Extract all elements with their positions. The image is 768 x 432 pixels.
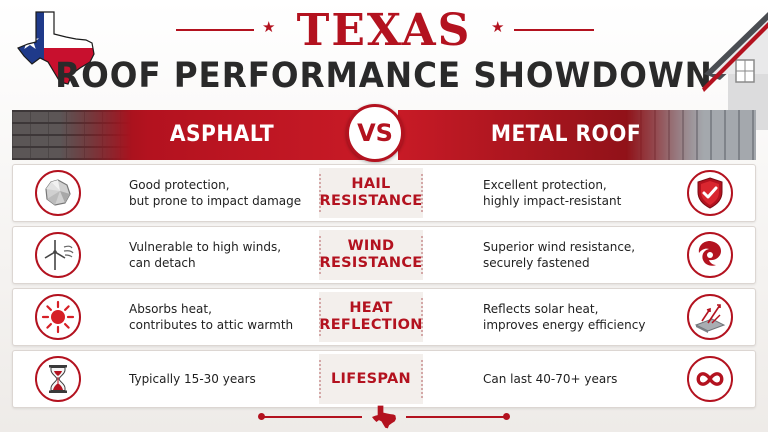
asphalt-heat-text-line2: contributes to attic warmth — [129, 318, 294, 332]
asphalt-banner — [12, 110, 370, 160]
asphalt-hail-text-line1: Good protection, — [129, 178, 230, 192]
star-icon: ★ — [262, 18, 276, 36]
criteria-lifespan: LIFESPAN — [319, 354, 423, 404]
footer-line-left — [264, 416, 362, 418]
comparison-row-hail: Good protection, but prone to impact dam… — [12, 164, 756, 222]
shingle-texture — [12, 110, 132, 160]
page-subtitle: ROOF PERFORMANCE SHOWDOWN — [55, 56, 713, 96]
texas-flag-map-icon — [17, 11, 95, 85]
house-roof-icon — [702, 12, 768, 130]
asphalt-shingles-heading: ASPHALT SHINGLES — [163, 122, 280, 197]
metal-heat-text: Reflects solar heat, improves energy eff… — [483, 289, 683, 345]
metal-wind-text-line2: securely fastened — [483, 256, 590, 270]
criteria-line2: REFLECTION — [319, 317, 423, 333]
asphalt-wind-text-line1: Vulnerable to high winds, — [129, 240, 282, 254]
criteria-line1: WIND — [347, 238, 395, 254]
page-title: TEXAS — [296, 5, 472, 56]
metal-hail-text-line1: Excellent protection, — [483, 178, 607, 192]
page-title-container: TEXAS — [0, 6, 768, 56]
criteria-wind-resistance: WIND RESISTANCE — [319, 230, 423, 280]
asphalt-hail-text-line2: but prone to impact damage — [129, 194, 302, 208]
comparison-row-lifespan: Typically 15-30 years LIFESPAN Can last … — [12, 350, 756, 408]
metal-lifespan-text-line1: Can last 40-70+ years — [483, 372, 618, 386]
metal-banner — [398, 110, 756, 160]
wind-turbine-icon — [35, 232, 81, 278]
criteria-line2: RESISTANCE — [319, 255, 423, 271]
asphalt-wind-text: Vulnerable to high winds, can detach — [129, 227, 321, 283]
metal-hail-text: Excellent protection, highly impact-resi… — [483, 165, 683, 221]
metal-lifespan-text: Can last 40-70+ years — [483, 351, 683, 407]
metal-heat-text-line2: improves energy efficiency — [483, 318, 646, 332]
footer-line-right — [406, 416, 504, 418]
title-decoration-line-right — [514, 29, 594, 31]
metal-texture — [626, 110, 756, 160]
asphalt-lifespan-text: Typically 15-30 years — [129, 351, 321, 407]
criteria-line1: HAIL — [351, 176, 391, 192]
footer-dot — [258, 413, 265, 420]
shield-check-icon — [687, 170, 733, 216]
texas-outline-icon — [372, 405, 396, 429]
metal-wind-text-line1: Superior wind resistance, — [483, 240, 636, 254]
hourglass-icon — [35, 356, 81, 402]
asphalt-hail-text: Good protection, but prone to impact dam… — [129, 165, 321, 221]
hailstone-icon — [35, 170, 81, 216]
asphalt-wind-text-line2: can detach — [129, 256, 196, 270]
metal-roof-heading: METAL ROOF — [490, 122, 642, 147]
comparison-row-wind: Vulnerable to high winds, can detach WIN… — [12, 226, 756, 284]
criteria-line2: RESISTANCE — [319, 193, 423, 209]
vs-badge: VS — [346, 104, 404, 162]
sun-icon — [35, 294, 81, 340]
criteria-hail-resistance: HAIL RESISTANCE — [319, 168, 423, 218]
asphalt-lifespan-text-line1: Typically 15-30 years — [129, 372, 256, 386]
reflective-panel-icon — [687, 294, 733, 340]
star-icon: ★ — [491, 18, 505, 36]
metal-wind-text: Superior wind resistance, securely faste… — [483, 227, 683, 283]
comparison-row-heat: Absorbs heat, contributes to attic warmt… — [12, 288, 756, 346]
criteria-line1: LIFESPAN — [331, 370, 411, 387]
criteria-heat-reflection: HEAT REFLECTION — [319, 292, 423, 342]
asphalt-heat-text: Absorbs heat, contributes to attic warmt… — [129, 289, 321, 345]
metal-heat-text-line1: Reflects solar heat, — [483, 302, 599, 316]
asphalt-heat-text-line1: Absorbs heat, — [129, 302, 212, 316]
title-decoration-line-left — [176, 29, 254, 31]
criteria-line1: HEAT — [349, 300, 393, 316]
hurricane-icon — [687, 232, 733, 278]
footer-dot — [503, 413, 510, 420]
infinity-icon — [687, 356, 733, 402]
metal-hail-text-line2: highly impact-resistant — [483, 194, 622, 208]
comparison-banner: ASPHALT SHINGLES METAL ROOF — [12, 110, 756, 197]
